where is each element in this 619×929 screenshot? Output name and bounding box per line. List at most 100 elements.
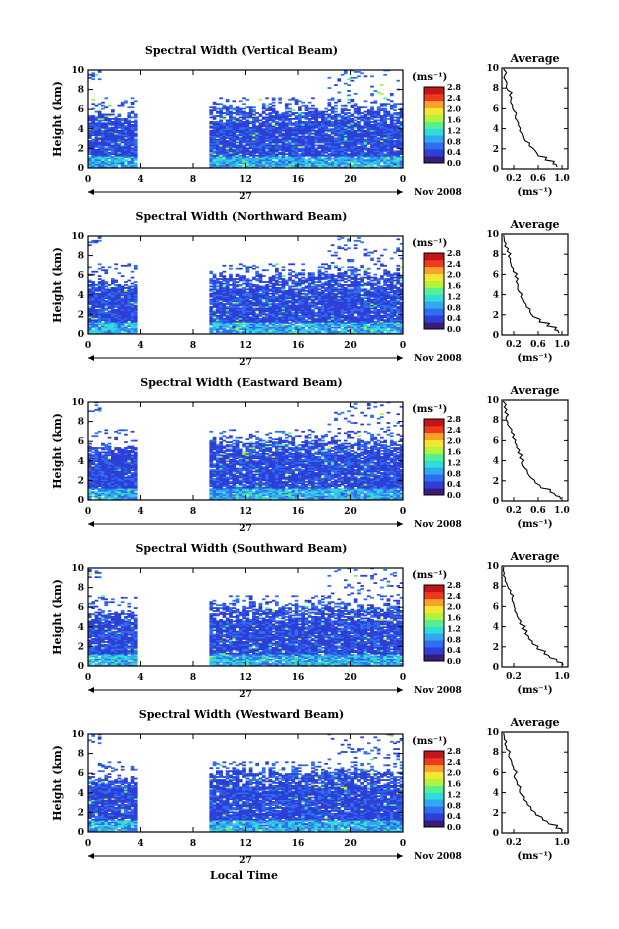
heatmap-cell (255, 119, 259, 122)
heatmap-cell (271, 153, 276, 156)
heatmap-cell (311, 125, 315, 128)
heatmap-cell (324, 163, 328, 166)
heatmap-cell (255, 134, 259, 136)
heatmap-cell (294, 98, 299, 101)
heatmap-cell (124, 287, 128, 289)
heatmap-cell (288, 113, 292, 116)
heatmap-cell (321, 129, 325, 132)
heatmap-cell (284, 150, 289, 153)
heatmap-cell (311, 132, 315, 135)
heatmap-cell (288, 143, 292, 145)
heatmap-cell (107, 310, 112, 313)
average-y-tick-label: 6 (493, 104, 499, 114)
heatmap-cell (97, 103, 102, 106)
heatmap-cell (311, 113, 315, 116)
heatmap-cell (97, 151, 102, 154)
heatmap-cell (380, 93, 384, 95)
heatmap-cell (248, 138, 253, 141)
heatmap-cell (232, 100, 237, 103)
heatmap-cell (130, 282, 135, 285)
heatmap-cell (216, 165, 220, 167)
heatmap-cell (298, 140, 302, 142)
heatmap-cell (294, 144, 299, 147)
heatmap-cell (104, 140, 109, 142)
heatmap-cell (330, 146, 335, 148)
heatmap-cell (209, 162, 214, 164)
heatmap-cell (219, 116, 223, 119)
heatmap-cell (120, 138, 125, 141)
heatmap-cell (248, 140, 253, 142)
heatmap-cell (304, 138, 309, 141)
heatmap-cell (120, 157, 125, 160)
heatmap-cell (353, 103, 358, 106)
heatmap-cell (88, 134, 92, 136)
heatmap-cell (97, 275, 102, 277)
heatmap-cell (265, 159, 269, 161)
heatmap-cell (298, 153, 302, 156)
heatmap-cell (281, 151, 286, 154)
heatmap-cell (301, 151, 305, 154)
colorbar-swatch (424, 93, 444, 102)
heatmap-cell (271, 97, 276, 100)
heatmap-cell (130, 163, 135, 166)
heatmap-cell (212, 160, 217, 163)
heatmap-cell (304, 112, 309, 114)
heatmap-cell (229, 104, 233, 107)
heatmap-cell (258, 129, 263, 132)
heatmap-cell (284, 165, 289, 167)
heatmap-cell (107, 151, 112, 154)
heatmap-cell (321, 323, 325, 326)
heatmap-cell (104, 165, 109, 167)
heatmap-cell (317, 266, 322, 269)
heatmap-cell (301, 153, 305, 156)
heatmap-cell (229, 267, 233, 270)
heatmap-cell (235, 163, 240, 166)
day-label: 27 (239, 192, 252, 202)
heatmap-cell (311, 272, 315, 275)
heatmap-cell (104, 157, 109, 160)
heatmap-cell (222, 151, 227, 154)
heatmap-cell (294, 148, 299, 151)
heatmap-cell (268, 138, 273, 141)
heatmap-cell (324, 146, 328, 148)
heatmap-cell (304, 144, 309, 147)
heatmap-cell (127, 157, 132, 160)
heatmap-cell (281, 141, 286, 144)
heatmap-cell (133, 116, 138, 119)
heatmap-cell (133, 125, 138, 128)
heatmap-cell (265, 166, 269, 169)
heatmap-cell (94, 135, 99, 138)
heatmap-cell (222, 270, 227, 273)
heatmap-cell (324, 159, 328, 161)
heatmap-cell (111, 146, 115, 148)
heatmap-cell (91, 159, 95, 161)
heatmap-cell (353, 107, 358, 110)
heatmap-cell (242, 121, 246, 123)
heatmap-cell (219, 163, 223, 166)
heatmap-cell (324, 292, 328, 295)
heatmap-cell (321, 125, 325, 128)
heatmap-cell (291, 156, 296, 158)
heatmap-cell (278, 101, 282, 104)
heatmap-cell (88, 129, 92, 132)
heatmap-cell (130, 150, 135, 153)
heatmap-cell (311, 97, 315, 100)
heatmap-cell (298, 116, 302, 119)
heatmap-cell (248, 153, 253, 156)
heatmap-cell (284, 138, 289, 141)
heatmap-cell (291, 129, 296, 132)
heatmap-cell (324, 118, 328, 120)
heatmap-cell (327, 162, 332, 164)
heatmap-cell (212, 103, 217, 106)
heatmap-cell (124, 131, 128, 134)
heatmap-cell (271, 154, 276, 157)
heatmap-cell (235, 123, 240, 126)
heatmap-cell (278, 163, 282, 166)
heatmap-cell (225, 166, 230, 169)
heatmap-cell (225, 106, 230, 109)
heatmap-cell (245, 166, 250, 169)
heatmap-cell (232, 123, 237, 126)
heatmap-cell (317, 306, 322, 308)
heatmap-cell (232, 140, 237, 142)
heatmap-cell (268, 140, 273, 142)
